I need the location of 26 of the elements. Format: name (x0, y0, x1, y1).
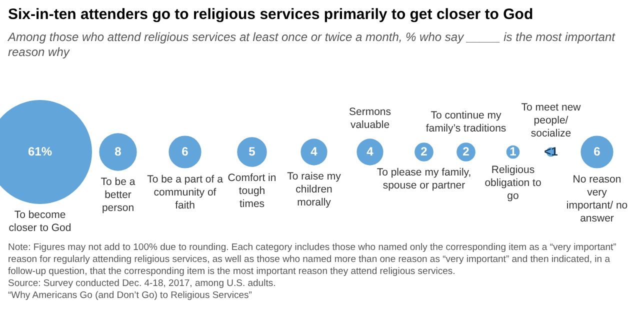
data-label: 1 (510, 144, 517, 158)
category-label: To continue my family’s traditions (426, 110, 506, 135)
text: Note: Figures may not add to 100% due to rounding. Each category includes those who named only the corresponding item as a “very important” reason for regularly attending religious services, as well as those who named more than one reason as “very important” and then indicated, in a follow-up question, that the corresponding item is the most important reason they attend religious services. (8, 242, 618, 278)
category-label: To be a part of a community of faith (147, 173, 224, 212)
category-label: No reason very important/ no answer (566, 173, 628, 224)
source-note: Source: Survey conducted Dec. 4-18, 2017, among U.S. adults. (8, 278, 277, 290)
category-label: To raise my children morally (287, 170, 342, 208)
data-label: 5 (248, 144, 256, 158)
data-label: 2 (462, 144, 470, 158)
data-label: 61% (28, 144, 52, 158)
category-label: To please my family, spouse or partner (376, 166, 472, 192)
category-label: Comfort in tough times (228, 172, 276, 210)
category-label: To meet new people/ socialize (521, 101, 582, 140)
text: Among those who attend religious services at least once or twice a month, % who say _____ is the most important reason why (8, 30, 615, 59)
category-label: To be a better person (100, 176, 136, 214)
category-label: Sermons valuable (348, 106, 392, 131)
text: “Why Americans Go (and Don’t Go) to Religious Services” (8, 290, 253, 302)
data-label: 4 (310, 144, 318, 158)
category-label: Religious obligation to go (484, 164, 542, 202)
data-label: 6 (182, 144, 189, 158)
text: Six-in-ten attenders go to religious services primarily to get closer to God (7, 6, 534, 23)
data-label: 6 (594, 144, 601, 158)
data-label: 2 (420, 144, 428, 158)
category-label: To become closer to God (8, 209, 72, 234)
data-label: 4 (366, 144, 374, 158)
data-label: 8 (114, 144, 122, 158)
